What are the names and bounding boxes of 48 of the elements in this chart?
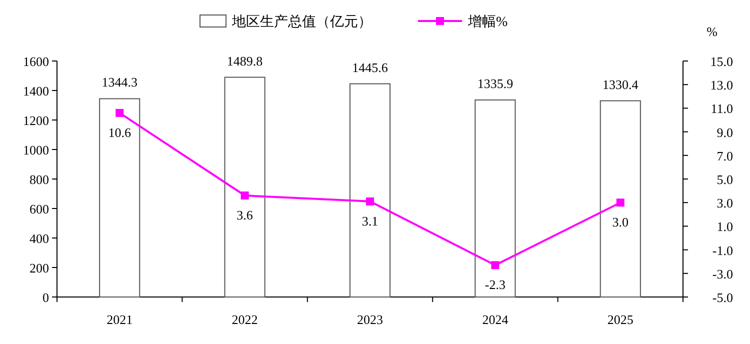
y2-tick-label: 15.0 xyxy=(710,54,733,69)
data-label: 1330.4 xyxy=(602,76,639,92)
y2-tick-label: 5.0 xyxy=(716,172,733,187)
x-tick-label: 2025 xyxy=(607,312,634,327)
y2-tick-label: 9.0 xyxy=(716,124,733,140)
y-tick-label: 1600 xyxy=(23,54,49,69)
point xyxy=(366,197,374,206)
y2-tick-label: 13.0 xyxy=(710,78,733,93)
y-tick-label: 800 xyxy=(30,172,49,187)
x-tick-label: 2022 xyxy=(232,312,258,327)
point xyxy=(116,108,124,117)
y2-tick-label: 3.0 xyxy=(716,196,733,211)
bar xyxy=(600,100,641,298)
y-tick-label: 600 xyxy=(30,202,49,216)
x-tick-label: 2021 xyxy=(106,312,133,327)
data-label: 10.6 xyxy=(108,124,132,140)
y-tick-label: 1000 xyxy=(23,142,49,158)
data-label: 1445.6 xyxy=(352,60,388,75)
y2-tick-label: 1.0 xyxy=(716,219,733,234)
legend-label: 增幅% xyxy=(467,14,508,30)
bar xyxy=(99,98,140,298)
y2-tick-label: -5.0 xyxy=(712,290,733,305)
y-tick-label: 200 xyxy=(30,260,49,276)
y2-tick-label: 11.0 xyxy=(710,101,733,116)
x-tick-label: 2024 xyxy=(482,312,509,327)
y-tick-label: 1200 xyxy=(23,113,49,128)
y2-tick-label: -1.0 xyxy=(712,242,733,258)
point xyxy=(616,198,624,207)
x-tick-label: 2023 xyxy=(357,312,383,327)
y2-tick-label: 7.0 xyxy=(716,148,733,164)
y2-axis-title: % xyxy=(706,24,718,39)
data-label: 3.0 xyxy=(612,214,629,230)
data-label: 1344.3 xyxy=(102,74,138,90)
bar xyxy=(474,99,516,298)
bar xyxy=(224,76,266,298)
data-label: 1335.9 xyxy=(477,76,514,91)
y-tick-label: 1400 xyxy=(23,84,49,98)
legend-label: 地区生产总值（亿元） xyxy=(231,14,372,30)
data-label: 1489.8 xyxy=(226,53,263,68)
y2-tick-label: -3.0 xyxy=(712,266,733,282)
y-tick-label: 400 xyxy=(30,231,49,246)
data-label: -2.3 xyxy=(484,277,506,292)
point xyxy=(240,192,249,200)
data-label: 3.1 xyxy=(362,213,378,228)
data-label: 3.6 xyxy=(236,208,254,223)
point xyxy=(491,261,500,270)
y-tick-label: 0 xyxy=(42,290,49,305)
bar xyxy=(349,83,391,298)
